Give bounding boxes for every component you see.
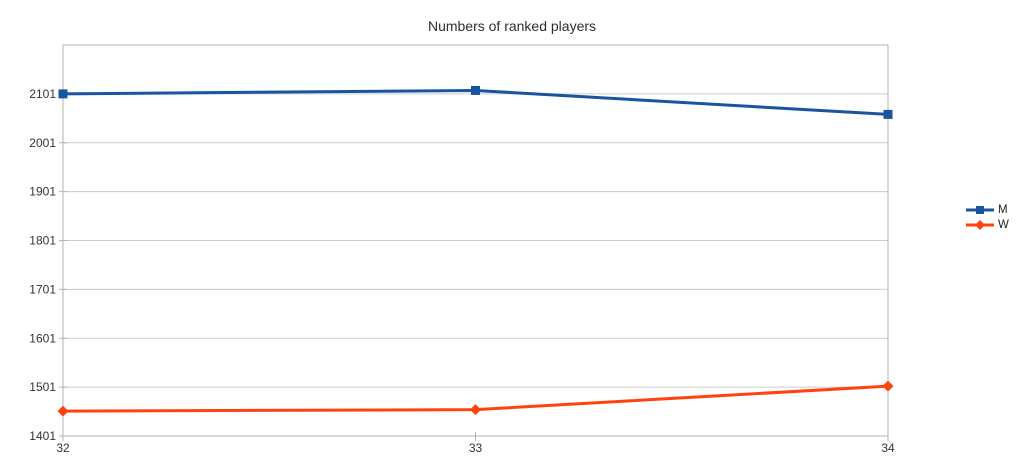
data-point-square-m — [58, 89, 68, 99]
legend-label-w: W — [998, 219, 1009, 231]
legend-marker-diamond-icon — [966, 220, 994, 230]
data-point-diamond-w — [470, 404, 481, 416]
data-point-diamond-w — [882, 380, 894, 392]
x-tick-label: 34 — [881, 441, 895, 455]
chart-title: Numbers of ranked players — [427, 18, 597, 34]
y-tick-label: 1801 — [29, 234, 56, 248]
y-tick-label: 1501 — [29, 380, 56, 394]
legend-marker-square-icon — [966, 206, 994, 214]
x-tick-label: 33 — [469, 441, 483, 455]
y-tick-label: 1701 — [29, 282, 56, 296]
y-tick-label: 2001 — [29, 136, 56, 150]
data-point-square-m — [471, 85, 480, 95]
y-tick-label: 2101 — [29, 87, 56, 101]
data-point-square-m — [883, 109, 893, 119]
legend-label-m: M — [998, 204, 1008, 216]
legend-item-w: W — [966, 219, 1009, 231]
legend-item-m: M — [966, 204, 1009, 216]
y-tick-label: 1601 — [29, 331, 56, 345]
y-tick-label: 1901 — [29, 185, 56, 199]
data-point-diamond-w — [57, 405, 69, 417]
x-tick-label: 32 — [56, 441, 70, 455]
legend: M W — [966, 204, 1009, 231]
y-tick-label: 1401 — [29, 429, 56, 443]
